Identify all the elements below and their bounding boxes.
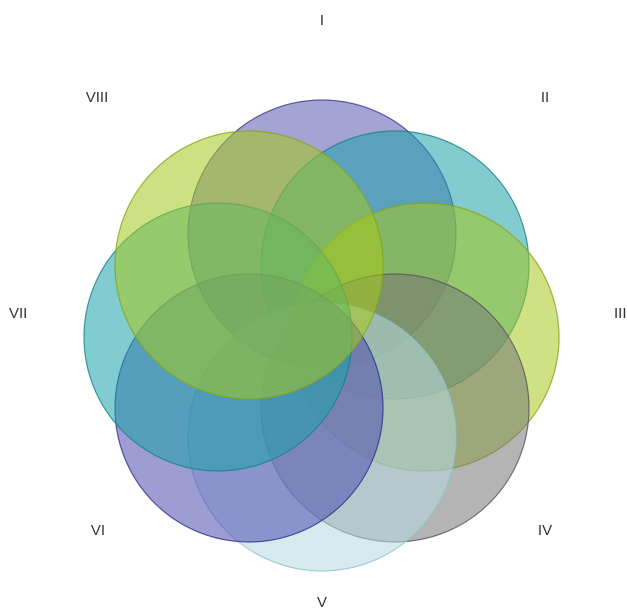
label-set-v: V bbox=[317, 594, 327, 611]
label-set-vii: VII bbox=[9, 305, 27, 322]
label-set-ii: II bbox=[541, 89, 549, 106]
venn-circles bbox=[83, 99, 560, 572]
label-set-viii: VIII bbox=[86, 89, 109, 106]
label-set-i: I bbox=[320, 12, 324, 29]
label-set-vi: VI bbox=[91, 522, 105, 539]
label-set-iii: III bbox=[614, 305, 627, 322]
label-set-iv: IV bbox=[538, 522, 552, 539]
circle-set-viii bbox=[114, 130, 384, 400]
